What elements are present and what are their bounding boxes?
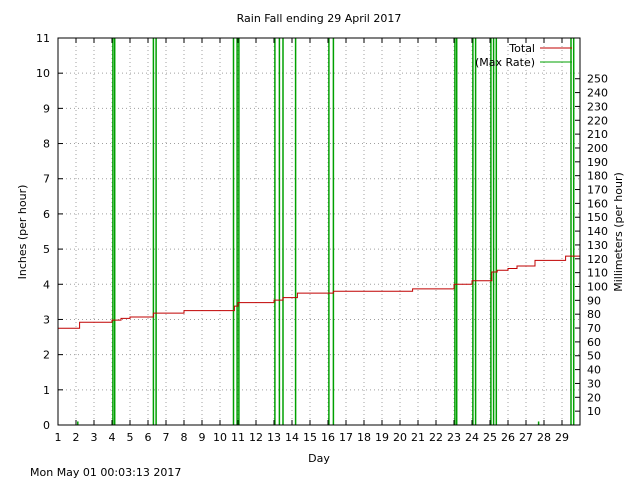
x-tick-label: 22 xyxy=(429,431,443,444)
legend-label-max-rate: (Max Rate) xyxy=(475,56,535,69)
total-series-line xyxy=(58,255,580,329)
y2-tick-label: 190 xyxy=(587,156,608,169)
chart-legend: Total (Max Rate) xyxy=(475,42,572,69)
y-tick-label: 9 xyxy=(43,102,50,115)
y-tick-label: 7 xyxy=(43,173,50,186)
x-tick-label: 1 xyxy=(55,431,62,444)
x-tick-label: 10 xyxy=(213,431,227,444)
y2-tick-label: 120 xyxy=(587,253,608,266)
y-tick-label: 3 xyxy=(43,313,50,326)
chart-title: Rain Fall ending 29 April 2017 xyxy=(237,12,402,25)
y-tick-label: 8 xyxy=(43,138,50,151)
y2-tick-label: 180 xyxy=(587,170,608,183)
axis-ticks xyxy=(57,37,580,426)
y2-tick-label: 30 xyxy=(587,377,601,390)
y2-tick-label: 130 xyxy=(587,239,608,252)
x-axis-label: Day xyxy=(308,452,330,465)
y2-tick-label: 70 xyxy=(587,322,601,335)
chart-grid xyxy=(58,38,580,425)
x-tick-label: 11 xyxy=(231,431,245,444)
y-axis-label: Inches (per hour) xyxy=(16,185,29,280)
y-tick-label: 1 xyxy=(43,384,50,397)
y2-tick-label: 50 xyxy=(587,350,601,363)
x-tick-label: 28 xyxy=(537,431,551,444)
x-tick-label: 17 xyxy=(339,431,353,444)
y2-tick-label: 150 xyxy=(587,211,608,224)
y2-tick-label: 160 xyxy=(587,197,608,210)
x-tick-label: 4 xyxy=(109,431,116,444)
x-tick-label: 29 xyxy=(555,431,569,444)
x-tick-label: 2 xyxy=(73,431,80,444)
y2-tick-label: 210 xyxy=(587,128,608,141)
x-tick-label: 27 xyxy=(519,431,533,444)
y2-axis-label: Millimeters (per hour) xyxy=(612,172,625,292)
y2-tick-label: 250 xyxy=(587,73,608,86)
x-tick-label: 23 xyxy=(447,431,461,444)
y2-tick-label: 110 xyxy=(587,267,608,280)
y-tick-label: 0 xyxy=(43,419,50,432)
y2-tick-label: 100 xyxy=(587,280,608,293)
legend-label-total: Total xyxy=(508,42,535,55)
y-tick-label: 6 xyxy=(43,208,50,221)
x-tick-label: 19 xyxy=(375,431,389,444)
y-tick-label: 5 xyxy=(43,243,50,256)
x-tick-label: 5 xyxy=(127,431,134,444)
timestamp-footer: Mon May 01 00:03:13 2017 xyxy=(30,466,181,479)
x-tick-label: 12 xyxy=(249,431,263,444)
plot-marks xyxy=(58,38,580,426)
x-tick-label: 18 xyxy=(357,431,371,444)
y2-tick-label: 200 xyxy=(587,142,608,155)
y-tick-label: 11 xyxy=(36,32,50,45)
x-tick-label: 13 xyxy=(267,431,281,444)
y2-tick-label: 40 xyxy=(587,364,601,377)
y2-tick-label: 230 xyxy=(587,100,608,113)
y2-tick-label: 220 xyxy=(587,114,608,127)
x-tick-label: 20 xyxy=(393,431,407,444)
y2-tick-label: 20 xyxy=(587,391,601,404)
x-tick-label: 26 xyxy=(501,431,515,444)
x-tick-label: 6 xyxy=(145,431,152,444)
x-tick-label: 14 xyxy=(285,431,299,444)
x-tick-label: 3 xyxy=(91,431,98,444)
x-tick-label: 21 xyxy=(411,431,425,444)
y2-tick-label: 240 xyxy=(587,87,608,100)
x-tick-label: 16 xyxy=(321,431,335,444)
y-tick-label: 2 xyxy=(43,349,50,362)
x-tick-label: 15 xyxy=(303,431,317,444)
y-tick-label: 10 xyxy=(36,67,50,80)
y2-tick-label: 170 xyxy=(587,184,608,197)
y2-tick-label: 140 xyxy=(587,225,608,238)
y-tick-label: 4 xyxy=(43,278,50,291)
plot-frame xyxy=(57,37,581,426)
y2-tick-label: 90 xyxy=(587,294,601,307)
x-tick-label: 9 xyxy=(199,431,206,444)
x-tick-label: 7 xyxy=(163,431,170,444)
y2-tick-label: 60 xyxy=(587,336,601,349)
x-tick-label: 24 xyxy=(465,431,479,444)
y2-tick-label: 80 xyxy=(587,308,601,321)
x-tick-label: 8 xyxy=(181,431,188,444)
y2-tick-label: 10 xyxy=(587,405,601,418)
x-tick-label: 25 xyxy=(483,431,497,444)
